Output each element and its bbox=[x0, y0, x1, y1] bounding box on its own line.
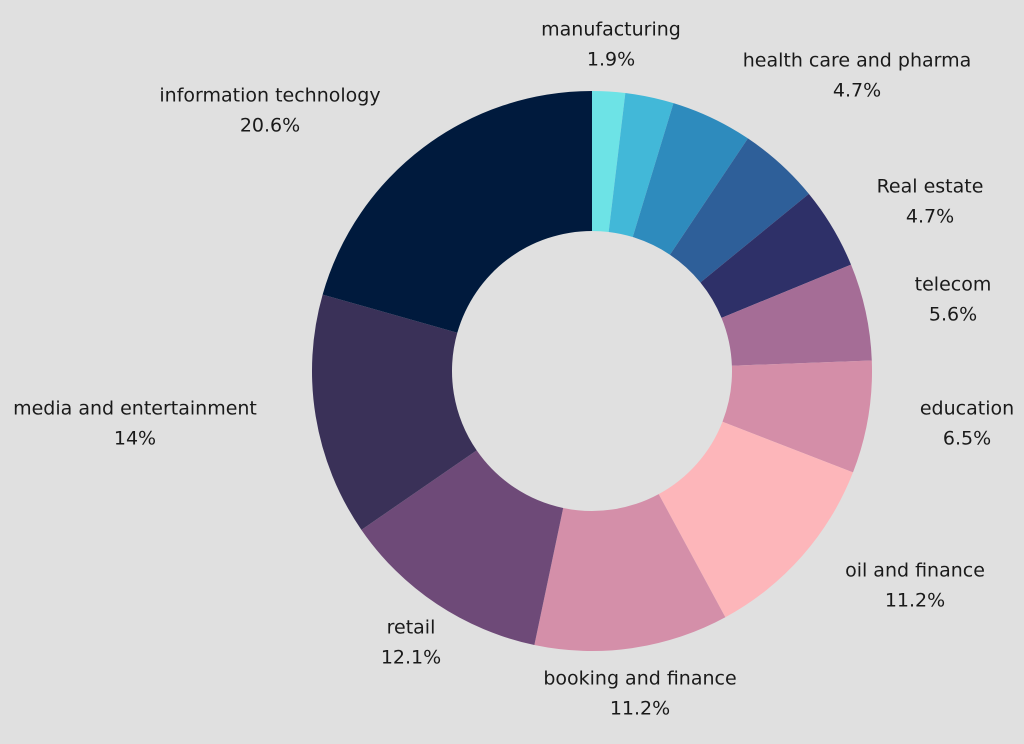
donut-slice bbox=[632, 103, 748, 255]
slice-label: telecom bbox=[915, 274, 992, 296]
slice-value: 4.7% bbox=[906, 206, 954, 228]
donut-slice bbox=[721, 264, 872, 366]
donut-slice bbox=[361, 450, 564, 646]
slice-value: 11.2% bbox=[885, 590, 945, 612]
slice-value: 4.7% bbox=[833, 80, 881, 102]
slice-label: health care and pharma bbox=[743, 50, 972, 72]
slice-value: 1.9% bbox=[587, 49, 635, 71]
donut-slice bbox=[322, 91, 592, 333]
slice-label: media and entertainment bbox=[13, 398, 257, 420]
slice-label: Real estate bbox=[877, 176, 984, 198]
donut-slice bbox=[534, 494, 726, 651]
donut-slice bbox=[608, 92, 674, 238]
slice-label: manufacturing bbox=[541, 19, 681, 41]
slice-value: 12.1% bbox=[381, 647, 441, 669]
donut-slice bbox=[658, 421, 853, 618]
slice-value: 6.5% bbox=[943, 428, 991, 450]
slice-label: education bbox=[920, 398, 1014, 420]
slice-label: oil and finance bbox=[845, 560, 985, 582]
slice-value: 11.2% bbox=[610, 698, 670, 720]
donut-slice bbox=[592, 91, 626, 232]
donut-slice bbox=[722, 360, 872, 473]
slice-value: 5.6% bbox=[929, 304, 977, 326]
donut-slice bbox=[311, 294, 477, 530]
slice-label: information technology bbox=[159, 85, 380, 107]
slice-value: 20.6% bbox=[240, 115, 300, 137]
slice-label: retail bbox=[387, 617, 436, 639]
donut-slice bbox=[669, 138, 809, 283]
slice-value: 14% bbox=[114, 428, 156, 450]
slice-label: booking and finance bbox=[543, 668, 736, 690]
donut-slice bbox=[700, 193, 852, 318]
